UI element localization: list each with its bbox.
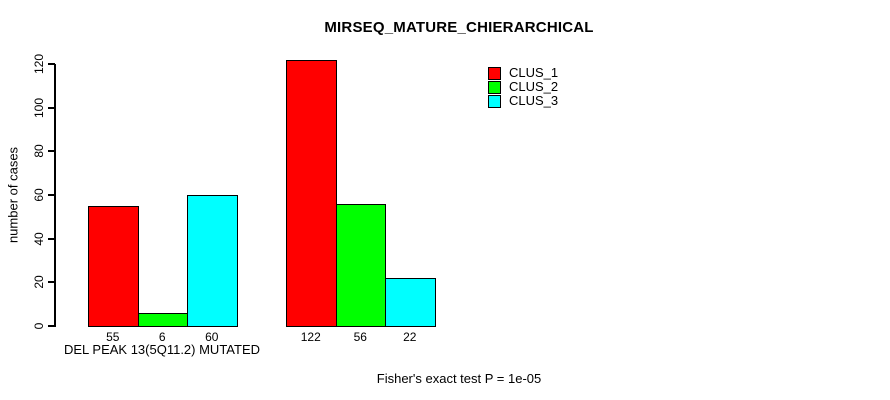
y-tick-mark xyxy=(48,150,55,153)
y-tick-mark xyxy=(48,194,55,196)
bar-clus_2-group1 xyxy=(137,312,188,327)
y-tick-mark xyxy=(48,325,55,327)
y-tick-mark xyxy=(48,63,55,65)
legend-item-clus_3: CLUS_3 xyxy=(488,94,558,108)
y-tick-label: 0 xyxy=(32,322,46,330)
legend-color-swatch xyxy=(488,94,501,108)
y-tick-mark xyxy=(48,237,55,240)
footnote: Fisher's exact test P = 1e-05 xyxy=(376,371,542,386)
legend-color-swatch xyxy=(488,80,501,94)
y-tick-label: 100 xyxy=(32,97,46,118)
legend-label: CLUS_1 xyxy=(509,65,559,80)
legend-label: CLUS_2 xyxy=(509,79,559,94)
bar-value-label: 56 xyxy=(353,330,367,344)
legend-item-clus_1: CLUS_1 xyxy=(488,66,558,80)
y-tick-label: 80 xyxy=(32,144,46,159)
bar-value-label: 122 xyxy=(300,330,321,344)
y-axis-line xyxy=(54,64,56,327)
bar-value-label: 55 xyxy=(106,330,120,344)
bar-clus_3-group2 xyxy=(385,277,436,327)
y-tick-label: 60 xyxy=(32,188,46,202)
x-group-label: DEL PEAK 13(5Q11.2) MUTATED xyxy=(63,342,261,357)
bar-value-label: 6 xyxy=(158,330,166,344)
bar-value-label: 60 xyxy=(205,330,219,344)
y-tick-mark xyxy=(48,281,55,284)
y-tick-mark xyxy=(48,106,55,109)
chart-title: MIRSEQ_MATURE_CHIERARCHICAL xyxy=(324,19,594,36)
bar-clus_2-group2 xyxy=(335,203,386,327)
y-tick-label: 20 xyxy=(32,275,46,290)
y-tick-label: 120 xyxy=(32,53,46,75)
legend-item-clus_2: CLUS_2 xyxy=(488,80,558,94)
legend-color-swatch xyxy=(488,66,501,80)
legend-label: CLUS_3 xyxy=(509,93,559,108)
bar-clus_1-group2 xyxy=(286,59,337,327)
bar-value-label: 22 xyxy=(403,330,417,344)
legend: CLUS_1 CLUS_2 CLUS_3 xyxy=(488,66,558,108)
y-tick-label: 40 xyxy=(32,231,46,246)
y-axis-label: number of cases xyxy=(5,146,21,244)
bar-clus_3-group1 xyxy=(187,195,238,327)
bar-clus_1-group1 xyxy=(88,205,139,327)
